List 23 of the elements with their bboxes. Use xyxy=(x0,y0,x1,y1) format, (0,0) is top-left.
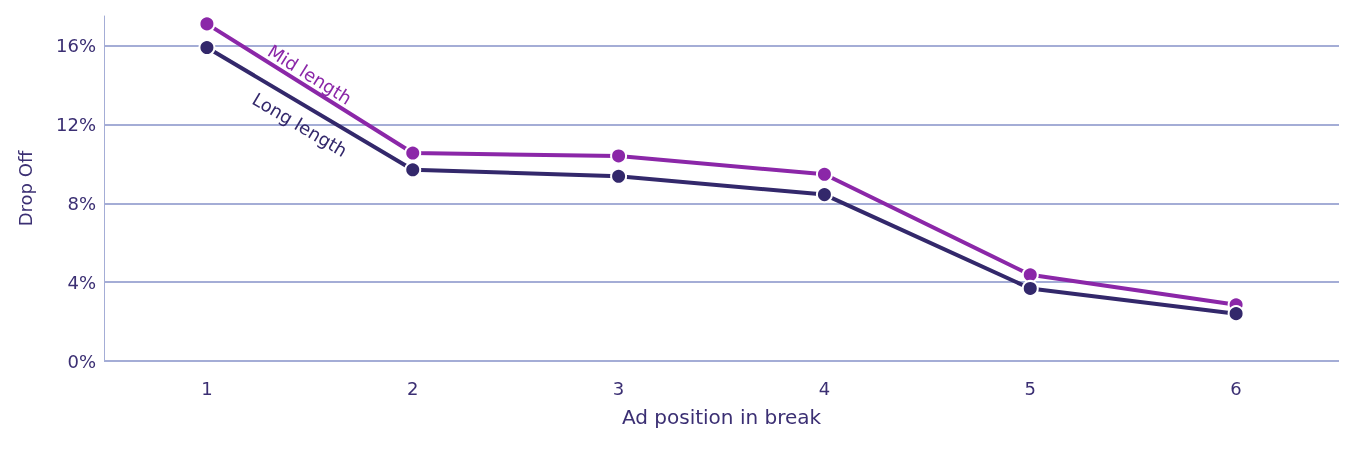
x-tick-label: 3 xyxy=(612,377,625,399)
point xyxy=(404,161,422,179)
y-tick-label: 16% xyxy=(55,35,96,57)
point xyxy=(815,186,833,204)
x-tick-label: 6 xyxy=(1230,377,1242,399)
x-tick-label: 1 xyxy=(201,377,213,399)
x-tick-label: 4 xyxy=(818,377,831,399)
point xyxy=(1021,266,1039,284)
y-tick-label: 12% xyxy=(55,113,96,135)
x-tick-label: 5 xyxy=(1024,377,1036,399)
point xyxy=(1227,305,1245,323)
x-tick-label: 2 xyxy=(407,377,419,399)
y-tick-label: 8% xyxy=(67,192,96,214)
point xyxy=(404,144,422,162)
y-tick-label: 0% xyxy=(67,350,96,372)
point xyxy=(1021,279,1039,297)
point xyxy=(198,15,216,33)
point xyxy=(610,147,628,165)
point xyxy=(610,167,628,185)
point xyxy=(815,165,833,183)
x-axis-title: Ad position in break xyxy=(621,405,822,429)
y-tick-label: 4% xyxy=(67,271,96,293)
y-axis-title: Drop Off xyxy=(14,150,36,227)
